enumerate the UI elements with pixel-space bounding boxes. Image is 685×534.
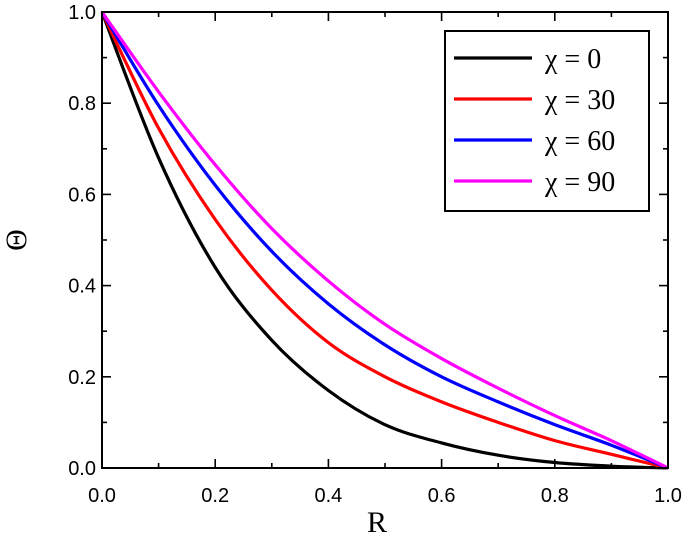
y-tick-label: 0.6 <box>68 184 96 206</box>
tick-labels: 0.0 0.2 0.4 0.6 0.8 1.0 0.0 0.2 0.4 0.6 0.8 1.0 <box>68 2 682 507</box>
legend-label: χ = 0 <box>544 44 601 75</box>
y-tick-label: 0.8 <box>68 93 96 115</box>
x-tick-label: 0.6 <box>428 485 456 507</box>
x-tick-label: 0.2 <box>201 485 229 507</box>
y-tick-label: 1.0 <box>68 2 96 24</box>
y-axis-title: Θ <box>0 229 33 251</box>
y-tick-label: 0.0 <box>68 458 96 480</box>
y-tick-label: 0.2 <box>68 367 96 389</box>
legend-label: χ = 90 <box>544 167 615 198</box>
series-line-1 <box>100 11 669 470</box>
x-tick-label: 1.0 <box>654 485 682 507</box>
x-axis-title: R <box>367 506 387 534</box>
x-tick-label: 0.4 <box>314 485 342 507</box>
legend: χ = 0 χ = 30 χ = 60 χ = 90 <box>444 30 650 212</box>
axis-ticks <box>101 11 669 469</box>
legend-label: χ = 30 <box>544 85 615 116</box>
series-line-0 <box>100 11 669 470</box>
x-tick-label: 0.8 <box>541 485 569 507</box>
series-line-2 <box>100 11 669 470</box>
x-tick-label: 0.0 <box>88 485 116 507</box>
y-tick-label: 0.4 <box>68 276 96 298</box>
legend-label: χ = 60 <box>544 126 615 157</box>
series-line-3 <box>100 11 669 470</box>
series-lines <box>100 11 669 470</box>
